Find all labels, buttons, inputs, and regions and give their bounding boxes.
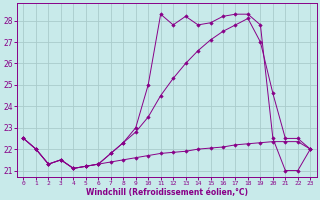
X-axis label: Windchill (Refroidissement éolien,°C): Windchill (Refroidissement éolien,°C): [86, 188, 248, 197]
